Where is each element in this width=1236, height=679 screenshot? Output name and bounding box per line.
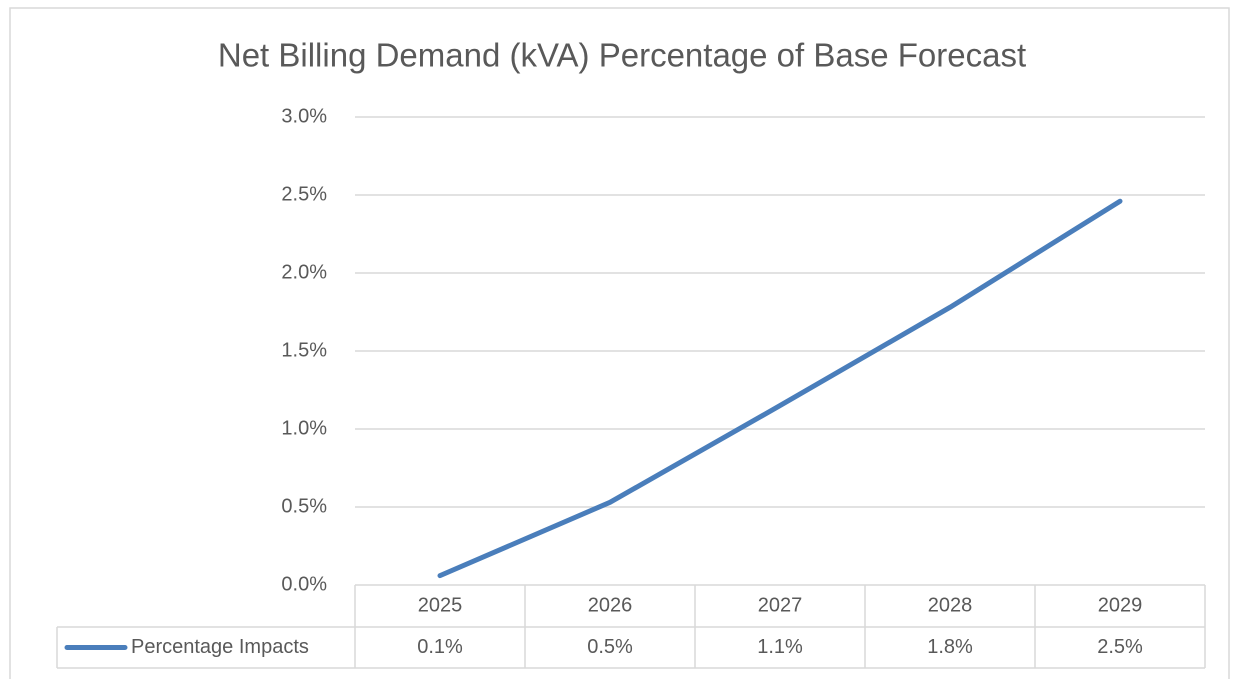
y-tick-label: 0.0% — [281, 573, 327, 595]
legend-label: Percentage Impacts — [131, 636, 309, 658]
x-tick-label: 2025 — [418, 594, 463, 616]
data-label: 2.5% — [1097, 636, 1143, 658]
data-label: 0.5% — [587, 636, 633, 658]
chart-title: Net Billing Demand (kVA) Percentage of B… — [218, 37, 1026, 74]
series-line — [437, 198, 1123, 579]
x-tick-label: 2028 — [928, 594, 973, 616]
x-tick-label: 2029 — [1098, 594, 1143, 616]
y-tick-label: 2.5% — [281, 183, 327, 205]
y-tick-label: 3.0% — [281, 105, 327, 127]
data-label: 1.1% — [757, 636, 803, 658]
x-tick-label: 2026 — [588, 594, 633, 616]
y-tick-label: 2.0% — [281, 261, 327, 283]
y-tick-label: 1.0% — [281, 417, 327, 439]
y-tick-label: 0.5% — [281, 495, 327, 517]
data-label: 0.1% — [417, 636, 463, 658]
chart-border — [9, 7, 1230, 679]
data-label: 1.8% — [927, 636, 973, 658]
y-tick-label: 1.5% — [281, 339, 327, 361]
x-tick-label: 2027 — [758, 594, 803, 616]
